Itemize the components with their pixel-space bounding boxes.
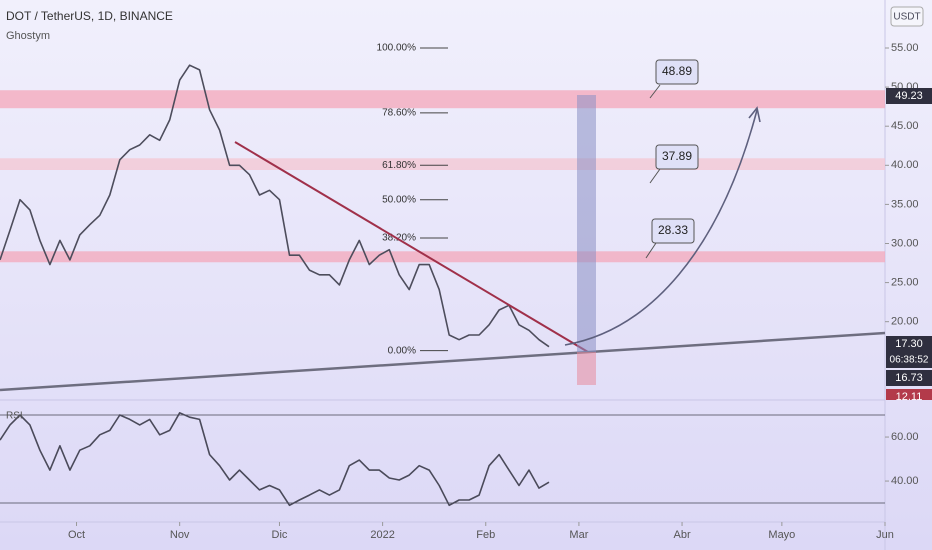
y-tick-label: 40.00 (891, 159, 919, 171)
x-tick-label: Dic (272, 529, 288, 541)
callout-box (655, 144, 699, 170)
fib-label: 100.00% (377, 43, 417, 54)
currency: USDT (893, 12, 920, 23)
y-tick-label: 25.00 (891, 276, 919, 288)
price-badge-text: 17.30 (895, 338, 923, 350)
indicator-name: RSI (6, 411, 23, 422)
price-badge-text: 16.73 (895, 372, 923, 384)
countdown: 06:38:52 (890, 355, 929, 366)
arrow-head (748, 106, 761, 123)
price-badge (886, 336, 932, 368)
y-tick-label: 30.00 (891, 237, 919, 249)
projection-curve (564, 109, 758, 346)
projection-up (577, 95, 596, 352)
callout-text: 37.89 (662, 149, 692, 163)
zone (0, 251, 885, 263)
y-tick-label: 45.00 (891, 120, 919, 132)
support-line (0, 331, 886, 392)
callout: 28.33 (645, 218, 695, 259)
callout-pointer (645, 242, 657, 259)
callout-box (651, 218, 695, 244)
y-tick-label: 35.00 (891, 198, 919, 210)
price-badge (886, 389, 932, 400)
price-badge (886, 370, 932, 386)
chart-title: DOT / TetherUS, 1D, BINANCE (6, 9, 173, 23)
fib-label: 0.00% (388, 345, 416, 356)
zone (0, 158, 885, 170)
projection-down (577, 352, 596, 385)
x-tick-label: Feb (476, 529, 495, 541)
callout-text: 48.89 (662, 64, 692, 78)
fib-label: 50.00% (382, 194, 416, 205)
callout-pointer (649, 84, 661, 99)
x-tick-label: Nov (170, 529, 190, 541)
callout-box (655, 59, 699, 85)
y-tick-label: 55.00 (891, 42, 919, 54)
callout: 37.89 (649, 144, 699, 184)
x-tick-label: Abr (673, 529, 690, 541)
x-tick-label: Mayo (768, 529, 795, 541)
x-tick-label: Jun (876, 529, 894, 541)
price-badge-text: 49.23 (895, 90, 923, 102)
callout: 48.89 (649, 59, 699, 99)
x-tick-label: Oct (68, 529, 85, 541)
x-tick-label: 2022 (370, 529, 394, 541)
price-line (0, 64, 550, 348)
fib-label: 61.80% (382, 160, 416, 171)
price-badge-text: 12.11 (896, 391, 923, 403)
callout-text: 28.33 (658, 223, 688, 237)
callout-pointer (649, 168, 661, 184)
rsi-line (0, 412, 550, 507)
price-badge (886, 88, 932, 104)
author: Ghostym (6, 30, 50, 42)
zone (0, 90, 885, 109)
fib-label: 78.60% (382, 108, 416, 119)
fib-label: 38.20% (382, 233, 416, 244)
currency-badge (890, 6, 924, 27)
trend-line (234, 141, 589, 353)
y-tick-label: 40.00 (891, 475, 919, 487)
y-tick-label: 20.00 (891, 316, 919, 328)
x-tick-label: Mar (569, 529, 588, 541)
y-tick-label: 60.00 (891, 431, 919, 443)
